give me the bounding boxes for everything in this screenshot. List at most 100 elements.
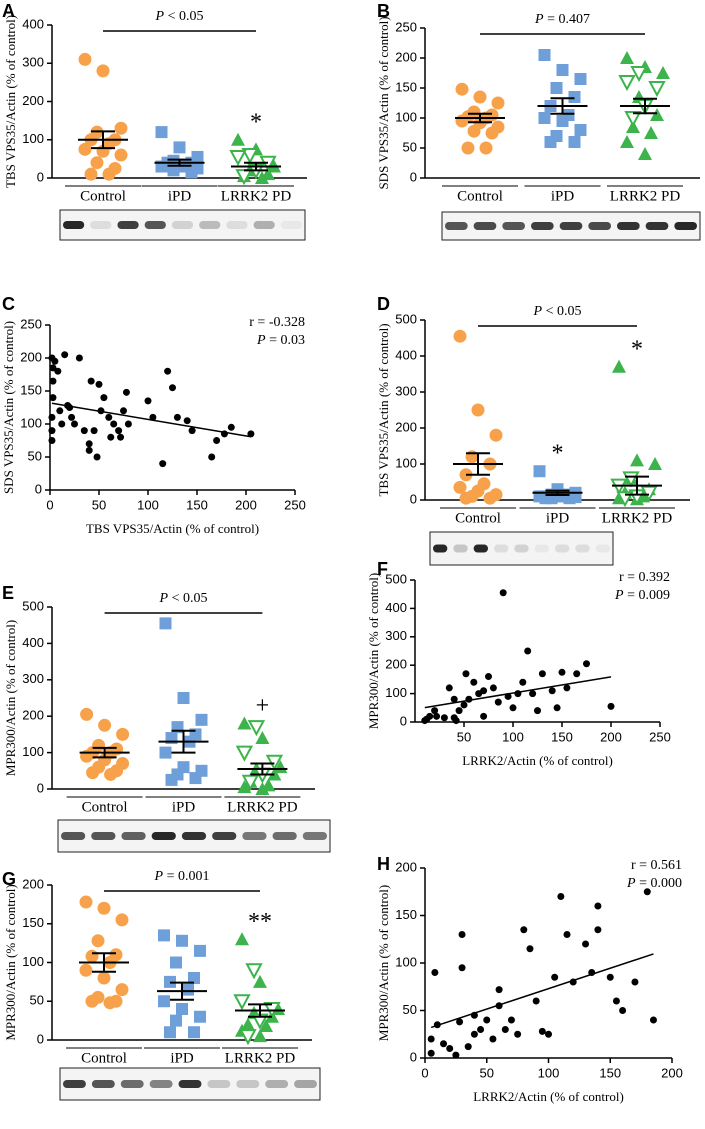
blot-band xyxy=(559,222,583,230)
data-point xyxy=(173,413,181,421)
open-data-point xyxy=(233,994,251,1011)
correlation-label: r = 0.392 xyxy=(619,570,670,585)
data-point xyxy=(649,1016,657,1024)
significance-marker: + xyxy=(256,693,270,719)
data-point xyxy=(534,707,541,715)
data-point xyxy=(494,698,502,706)
data-point xyxy=(548,687,556,695)
data-point xyxy=(620,135,634,148)
y-tick-label: 300 xyxy=(22,671,44,686)
data-point xyxy=(90,427,98,435)
y-tick-label: 500 xyxy=(22,598,44,613)
data-point xyxy=(594,902,602,910)
data-point xyxy=(85,440,93,448)
data-point xyxy=(538,1027,546,1035)
open-data-point xyxy=(640,485,658,502)
panel-letter: G xyxy=(2,869,16,889)
significance-label: P = 0.407 xyxy=(534,12,590,27)
data-point xyxy=(164,1026,176,1039)
y-tick-label: 200 xyxy=(22,708,44,723)
data-point xyxy=(54,367,62,375)
data-point xyxy=(48,437,56,444)
open-data-point xyxy=(263,1002,281,1019)
data-point xyxy=(558,668,566,676)
y-tick-label: 250 xyxy=(395,19,417,34)
y-tick-label: 50 xyxy=(403,1002,417,1017)
y-tick-label: 200 xyxy=(385,657,407,672)
data-point xyxy=(479,141,493,155)
data-point xyxy=(102,167,116,181)
x-tick-label: 150 xyxy=(551,729,573,744)
data-point xyxy=(556,115,569,127)
data-point xyxy=(227,423,235,431)
data-point xyxy=(620,51,634,64)
x-tick-label: Control xyxy=(82,799,128,815)
data-point xyxy=(103,996,117,1010)
data-point xyxy=(93,453,101,461)
data-point xyxy=(183,417,191,425)
x-tick-label: 100 xyxy=(137,497,159,512)
blot-band xyxy=(121,832,146,840)
significance-marker: * xyxy=(250,109,262,135)
blot-band xyxy=(294,1080,317,1088)
data-point xyxy=(194,1010,206,1023)
data-point xyxy=(80,427,88,435)
blot-band xyxy=(63,221,85,229)
data-point xyxy=(538,670,546,678)
significance-label: P < 0.05 xyxy=(533,304,582,319)
blot-band xyxy=(242,832,267,840)
data-point xyxy=(458,931,466,938)
data-point xyxy=(455,82,469,96)
data-point xyxy=(158,995,170,1008)
y-axis-label: MPR300/Actin (% of control) xyxy=(3,620,18,776)
y-tick-label: 100 xyxy=(20,415,42,430)
panel-letter: D xyxy=(377,294,390,314)
data-point xyxy=(446,1045,454,1052)
data-point xyxy=(85,446,93,454)
y-tick-label: 200 xyxy=(395,49,417,64)
x-tick-label: 50 xyxy=(457,729,471,744)
data-point xyxy=(114,121,128,135)
data-point xyxy=(431,969,439,976)
data-point xyxy=(188,1026,200,1039)
blot-band xyxy=(473,222,497,230)
data-point xyxy=(545,1030,552,1038)
data-point xyxy=(255,782,270,795)
data-point xyxy=(158,929,170,942)
y-tick-label: 400 xyxy=(385,600,407,615)
y-tick-label: 0 xyxy=(35,481,42,496)
blot-band xyxy=(91,1080,115,1088)
blot-band xyxy=(433,544,448,553)
data-point xyxy=(173,141,186,154)
y-axis-label: TBS VPS35/Actin (% of control) xyxy=(3,15,18,188)
y-tick-label: 400 xyxy=(22,635,44,650)
data-point xyxy=(612,359,626,373)
data-point xyxy=(532,997,540,1005)
open-data-point xyxy=(235,745,254,762)
data-point xyxy=(453,329,467,343)
x-tick-label: 50 xyxy=(92,497,106,512)
data-point xyxy=(433,712,441,720)
blot-band xyxy=(91,832,116,840)
open-data-point xyxy=(229,149,247,167)
data-point xyxy=(120,407,127,415)
data-point xyxy=(480,712,488,720)
p-value-label: P = 0.009 xyxy=(614,588,670,603)
y-tick-label: 50 xyxy=(403,139,417,154)
data-point xyxy=(185,166,198,179)
data-point xyxy=(75,354,83,362)
data-point xyxy=(255,731,270,745)
data-point xyxy=(116,727,130,741)
data-point xyxy=(529,690,537,698)
data-point xyxy=(188,427,196,435)
data-point xyxy=(551,973,559,981)
data-point xyxy=(509,704,517,712)
y-tick-label: 100 xyxy=(22,744,44,759)
x-axis-label: TBS VPS35/Actin (% of control) xyxy=(86,521,259,536)
data-point xyxy=(235,932,249,946)
y-tick-label: 200 xyxy=(22,93,44,108)
data-point xyxy=(170,1014,182,1027)
data-point xyxy=(169,384,176,392)
blot-band xyxy=(199,221,221,229)
data-point xyxy=(458,964,466,972)
